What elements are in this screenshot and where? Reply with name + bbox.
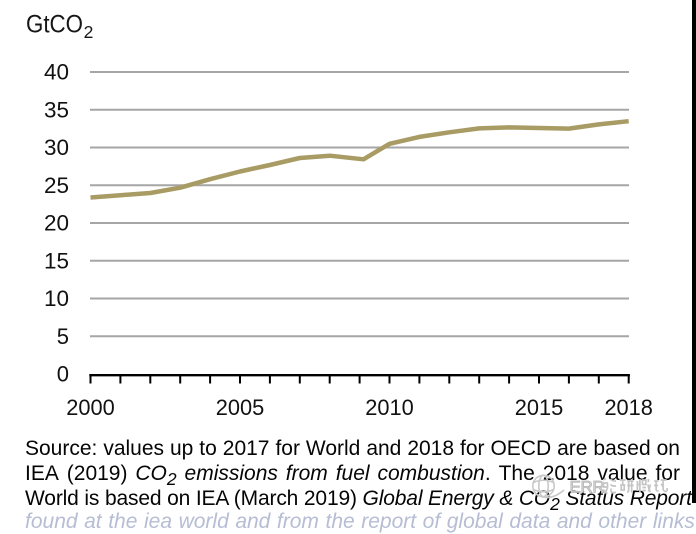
svg-text:20: 20	[44, 211, 69, 236]
svg-text:2018: 2018	[604, 395, 653, 420]
svg-text:2005: 2005	[216, 395, 265, 420]
svg-text:35: 35	[44, 97, 69, 122]
svg-text:2: 2	[84, 22, 94, 42]
svg-text:2015: 2015	[515, 395, 564, 420]
svg-text:30: 30	[44, 135, 69, 160]
svg-text:15: 15	[44, 248, 69, 273]
svg-text:0: 0	[57, 362, 69, 387]
svg-text:10: 10	[44, 286, 69, 311]
svg-text:ERR: ERR	[570, 477, 605, 496]
svg-text:25: 25	[44, 173, 69, 198]
svg-text:2010: 2010	[365, 395, 414, 420]
svg-text:2000: 2000	[66, 395, 115, 420]
svg-text:GtCO: GtCO	[26, 10, 83, 38]
svg-text:40: 40	[44, 60, 69, 85]
svg-text:5: 5	[57, 324, 69, 349]
